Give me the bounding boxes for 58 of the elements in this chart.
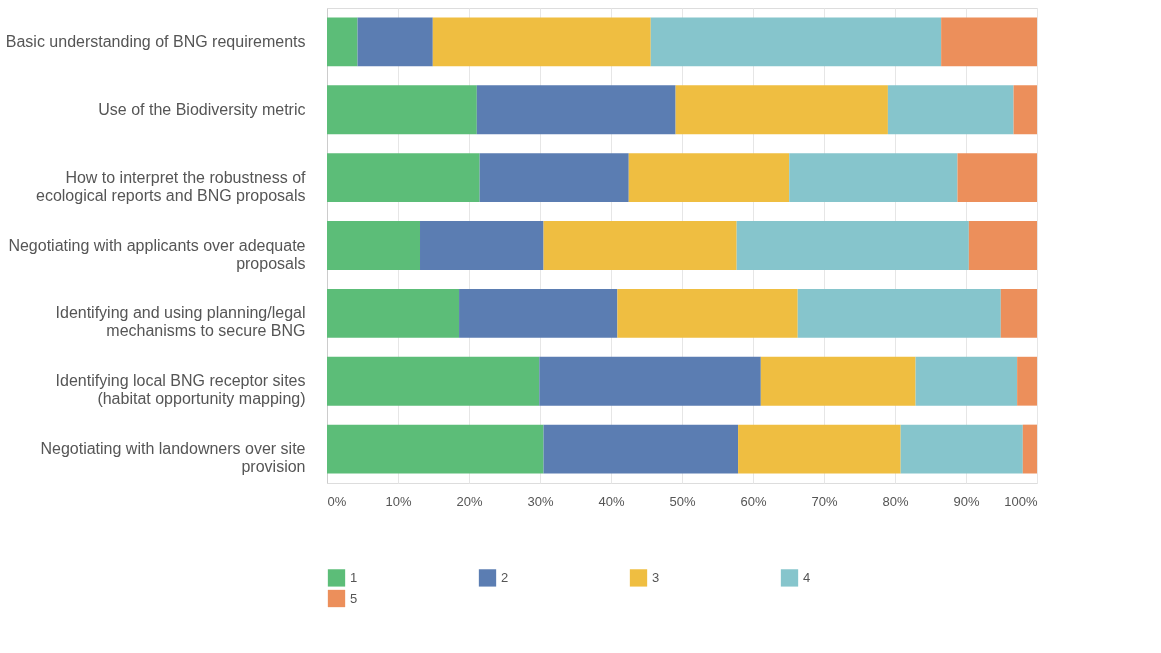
x-tick-label: 90% bbox=[953, 493, 980, 509]
bar bbox=[675, 85, 888, 135]
bar bbox=[420, 221, 544, 270]
bar bbox=[738, 424, 901, 474]
bar bbox=[327, 153, 480, 203]
y-tick-label: Negotiating with applicants over adequate proposals bbox=[8, 236, 306, 272]
bar bbox=[327, 221, 421, 270]
x-tick-label: 30% bbox=[527, 493, 554, 509]
bar bbox=[1000, 288, 1037, 338]
legend-label: 3 bbox=[652, 569, 660, 585]
bar bbox=[789, 153, 958, 203]
bar bbox=[327, 424, 544, 474]
bar bbox=[543, 221, 737, 270]
legend-label: 5 bbox=[350, 590, 358, 606]
bar bbox=[915, 356, 1018, 406]
bar bbox=[459, 288, 618, 338]
x-tick-label: 0% bbox=[327, 493, 347, 509]
bar bbox=[476, 85, 676, 135]
bar bbox=[543, 424, 739, 474]
legend-label: 4 bbox=[803, 569, 811, 585]
bar bbox=[327, 85, 477, 135]
bar bbox=[900, 424, 1023, 474]
y-tick-label: Negotiating with landowners over site provision bbox=[40, 440, 306, 476]
bar bbox=[357, 17, 433, 67]
bar bbox=[628, 153, 790, 203]
bar bbox=[760, 356, 916, 406]
x-tick-label: 10% bbox=[385, 493, 412, 509]
bar bbox=[327, 288, 460, 338]
bar bbox=[479, 153, 629, 203]
x-tick-label: 60% bbox=[740, 493, 767, 509]
bar bbox=[1022, 424, 1037, 474]
bar bbox=[432, 17, 651, 67]
y-tick-label: Identifying local BNG receptor sites (habitat opportunity mapping) bbox=[55, 372, 306, 408]
bar bbox=[736, 221, 969, 270]
x-tick-label: 70% bbox=[811, 493, 838, 509]
bar bbox=[887, 85, 1014, 135]
x-tick-label: 40% bbox=[598, 493, 625, 509]
bar bbox=[1013, 85, 1037, 135]
x-tick-label: 100% bbox=[1004, 493, 1038, 509]
bar bbox=[539, 356, 761, 406]
bar bbox=[327, 17, 358, 67]
x-tick-label: 80% bbox=[882, 493, 909, 509]
legend-label: 2 bbox=[501, 569, 509, 585]
x-tick-label: 20% bbox=[456, 493, 483, 509]
y-tick-label: Identifying and using planning/legal mechanisms to secure BNG bbox=[55, 304, 306, 340]
bar bbox=[968, 221, 1037, 270]
bar bbox=[957, 153, 1037, 203]
y-tick-label: Basic understanding of BNG requirements bbox=[5, 32, 306, 50]
bar bbox=[650, 17, 942, 67]
bar bbox=[797, 288, 1001, 338]
bar bbox=[327, 356, 540, 406]
bar bbox=[617, 288, 798, 338]
y-tick-label: How to interpret the robustness of ecological reports and BNG proposals bbox=[36, 168, 307, 204]
legend-label: 1 bbox=[350, 569, 358, 585]
y-tick-label: Use of the Biodiversity metric bbox=[98, 100, 306, 118]
x-tick-label: 50% bbox=[669, 493, 696, 509]
bar bbox=[1017, 356, 1037, 406]
bar bbox=[941, 17, 1037, 67]
